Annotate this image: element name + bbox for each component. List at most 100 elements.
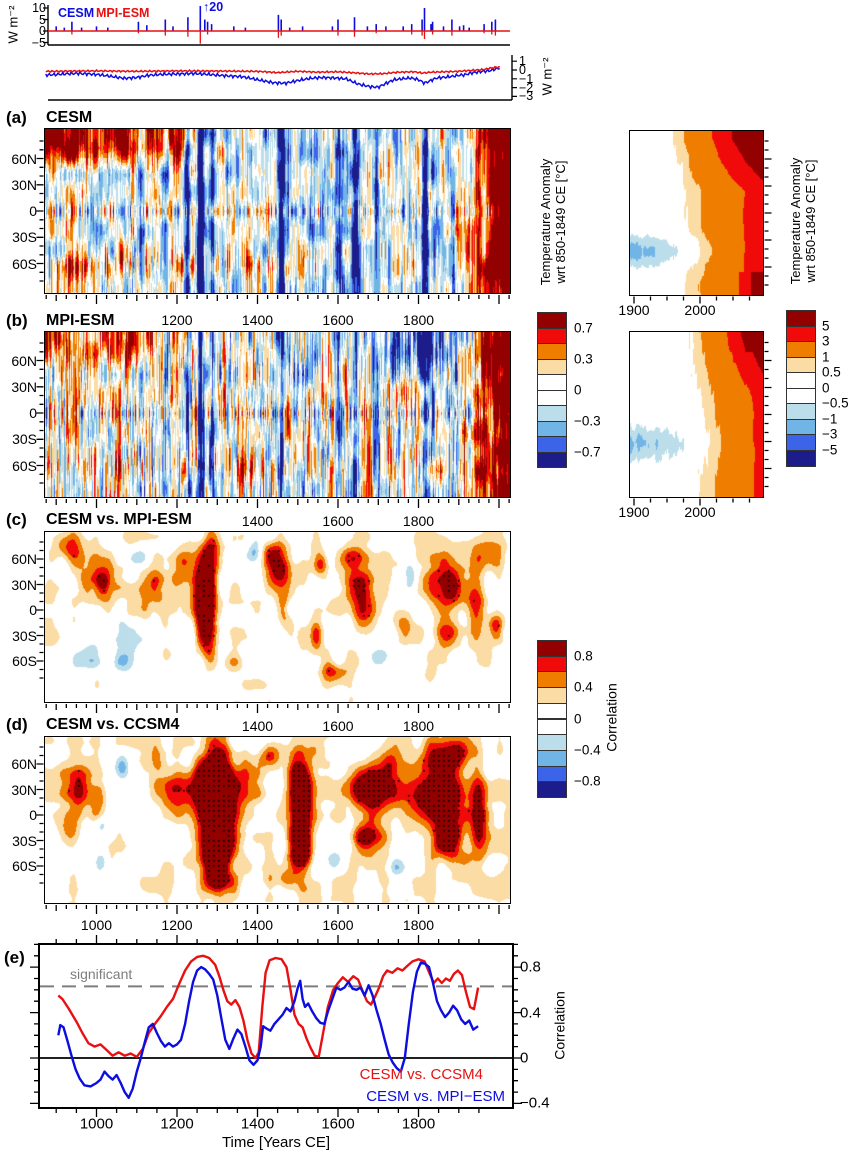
lat-tick-label: 60N [11, 756, 37, 772]
colorbar-cell [537, 374, 567, 391]
lat-tick-label: 60S [12, 457, 37, 474]
x-tick-label: 1800 [402, 917, 435, 933]
forcing-y-tick-label: 0 [39, 24, 46, 38]
lat-tick-label: 60S [12, 653, 37, 669]
legend-mpi-esm: MPI-ESM [96, 6, 150, 20]
panel-label-e: (e) [4, 948, 25, 967]
panel-d-correlation-map [45, 737, 510, 903]
x-tick-label: 1600 [322, 513, 354, 529]
colorbar-tick-label: 0.7 [574, 320, 593, 335]
panel-e-y-tick-label: 0.4 [520, 1004, 541, 1022]
panel-e-y-tick-label: 0.8 [520, 958, 541, 976]
panel-e-x-tick-label: 1600 [321, 1115, 355, 1133]
solar-forcing-plot [36, 50, 536, 104]
x-tick-label: 1600 [322, 718, 354, 734]
colorbar-tick-label: 0.4 [574, 679, 593, 695]
forcing-y-tick-label: 0 [519, 63, 526, 77]
colorbar-cell [537, 765, 567, 783]
colorbar-cell [537, 702, 567, 720]
panel-label-c: (c) [6, 510, 27, 529]
colorbar-tick-label: 5 [822, 318, 830, 334]
panel-e-y-tick-label: −0.4 [520, 1094, 550, 1112]
colorbar-cell [537, 327, 567, 344]
modern-x-tick-label: 2000 [684, 302, 716, 318]
colorbar-cell [537, 671, 567, 689]
colorbar-cell [537, 420, 567, 437]
panel-b-heatmap [45, 332, 510, 497]
modern-x-tick-label: 1900 [618, 504, 650, 520]
mpi-modern-heatmap [630, 332, 763, 497]
lat-tick-label: 30S [12, 431, 37, 448]
panel-b-title: MPI-ESM [46, 312, 115, 329]
lat-tick-label: 60S [12, 255, 37, 272]
x-tick-label: 1800 [402, 513, 435, 529]
colorbar-tick-label: −0.3 [574, 413, 601, 428]
correlation-colorbar-title: Correlation [603, 683, 620, 752]
significant-threshold-label: significant [70, 966, 133, 982]
panel-e-x-tick-label: 1000 [79, 1115, 114, 1133]
lat-tick-label: 30S [12, 627, 37, 644]
colorbar-cell [537, 358, 567, 375]
forcing-y-tick-label: 10 [32, 1, 46, 15]
colorbar-cell [537, 655, 567, 673]
lat-tick-label: 30S [12, 229, 37, 246]
x-tick-label: 1200 [161, 312, 193, 328]
panel-label-b: (b) [6, 311, 28, 330]
colorbar-tick-label: −0.8 [574, 773, 601, 789]
panel-label-a: (a) [6, 108, 27, 127]
panel-a-title: CESM [46, 109, 93, 126]
temperature-colorbar-modern-title: Temperature Anomaly wrt 850-1849 CE [°C] [788, 157, 818, 285]
volcanic-forcing-y-axis-label: W m⁻² [5, 5, 21, 44]
forcing-y-tick-label: 5 [39, 12, 46, 27]
forcing-y-tick-label: −5 [31, 35, 46, 50]
x-tick-label: 1800 [402, 718, 435, 734]
lat-tick-label: 60N [11, 551, 37, 567]
x-tick-label: 1400 [241, 312, 274, 328]
colorbar-cell [786, 450, 816, 467]
colorbar-tick-label: −5 [822, 442, 838, 458]
colorbar-cell [537, 718, 567, 736]
colorbar-cell [537, 405, 567, 422]
colorbar-tick-label: −0.5 [822, 395, 849, 411]
panel-c-correlation-map [45, 532, 510, 702]
lat-tick-label: 60N [11, 150, 37, 167]
lat-tick-label: 30N [11, 576, 37, 593]
lat-tick-label: 0 [29, 405, 37, 421]
lat-tick-label: 30N [11, 176, 37, 193]
colorbar-cell [537, 312, 567, 329]
colorbar-cell [786, 325, 816, 343]
panel-a-heatmap [45, 129, 510, 293]
colorbar-cell [786, 310, 816, 327]
colorbar-cell [537, 436, 567, 453]
colorbar-tick-label: −1 [822, 411, 838, 427]
lat-tick-label: 30S [12, 832, 37, 849]
x-tick-label: 1000 [80, 917, 113, 933]
colorbar-cell [537, 451, 567, 468]
x-tick-label: 1400 [241, 917, 274, 933]
colorbar-tick-label: 0.8 [574, 648, 593, 664]
colorbar-cell [537, 640, 567, 657]
colorbar-cell [537, 389, 567, 406]
x-tick-label: 1200 [161, 917, 193, 933]
x-tick-label: 1800 [402, 312, 435, 328]
lat-tick-label: 60N [11, 352, 37, 369]
spike-20-annotation: ↑20 [203, 0, 224, 14]
forcing-y-tick-label: 1 [519, 54, 526, 69]
legend-cesm-vs-ccsm4: CESM vs. CCSM4 [359, 1066, 483, 1083]
modern-x-tick-label: 2000 [684, 504, 716, 520]
colorbar-cell [537, 343, 567, 360]
colorbar-cell [786, 418, 816, 436]
colorbar-tick-label: −0.4 [574, 742, 601, 758]
colorbar-tick-label: −3 [822, 426, 838, 442]
cesm-modern-heatmap [630, 131, 763, 295]
colorbar-tick-label: 0 [574, 711, 582, 726]
panel-e-x-tick-label: 1200 [160, 1115, 194, 1133]
colorbar-cell [786, 434, 816, 451]
lat-tick-label: 30N [11, 378, 37, 395]
colorbar-cell [786, 356, 816, 374]
panel-label-d: (d) [6, 715, 28, 734]
colorbar-cell [537, 749, 567, 767]
legend-cesm: CESM [58, 6, 95, 20]
lat-tick-label: 0 [29, 203, 37, 219]
